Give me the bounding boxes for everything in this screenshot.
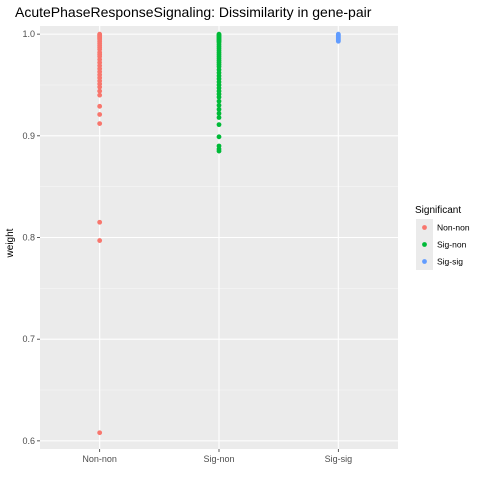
x-axis: Non-non Sig-non Sig-sig	[82, 449, 352, 464]
data-points	[97, 31, 341, 436]
legend-point	[422, 259, 427, 264]
x-tick-label: Sig-sig	[325, 454, 353, 464]
legend-point	[422, 225, 427, 230]
data-point-non-non	[97, 238, 103, 243]
legend-point	[422, 242, 427, 247]
x-tick-label: Non-non	[82, 454, 117, 464]
data-point-sig-non	[216, 106, 222, 112]
data-point-non-non	[97, 430, 103, 436]
data-point-sig-non	[216, 94, 222, 100]
data-point-non-non	[97, 112, 103, 117]
data-point-sig-non	[216, 115, 222, 120]
y-tick-label: 0.7	[22, 334, 35, 344]
y-tick-label: 0.8	[22, 233, 35, 243]
data-point-non-non	[97, 121, 103, 127]
data-point-sig-non	[216, 102, 222, 108]
data-point-non-non	[97, 103, 103, 109]
data-point-sig-non	[216, 122, 222, 128]
data-point-sig-non	[216, 111, 222, 116]
y-tick-label: 0.9	[22, 131, 35, 141]
data-point-non-non	[97, 92, 103, 98]
data-point-non-non	[97, 88, 103, 94]
data-point-non-non	[97, 219, 103, 225]
legend-title: Significant	[415, 205, 461, 216]
legend-entries: Non-non Sig-non Sig-sig	[416, 219, 470, 270]
legend: Significant Non-non Sig-non Sig-sig	[415, 205, 470, 270]
y-tick-label: 1.0	[22, 29, 35, 39]
legend-label: Sig-non	[437, 240, 467, 250]
x-tick-label: Sig-non	[203, 454, 234, 464]
data-point-sig-non	[216, 148, 222, 154]
data-point-sig-sig	[335, 38, 341, 44]
data-point-non-non	[97, 84, 103, 90]
data-point-sig-non	[216, 134, 222, 140]
chart-title: AcutePhaseResponseSignaling: Dissimilari…	[15, 4, 372, 20]
y-axis: 0.6 0.7 0.8 0.9 1.0	[22, 29, 40, 446]
legend-label: Sig-sig	[437, 257, 463, 267]
y-axis-title: weight	[5, 228, 16, 258]
y-tick-label: 0.6	[22, 436, 35, 446]
data-point-sig-non	[216, 98, 222, 104]
legend-label: Non-non	[437, 223, 470, 233]
